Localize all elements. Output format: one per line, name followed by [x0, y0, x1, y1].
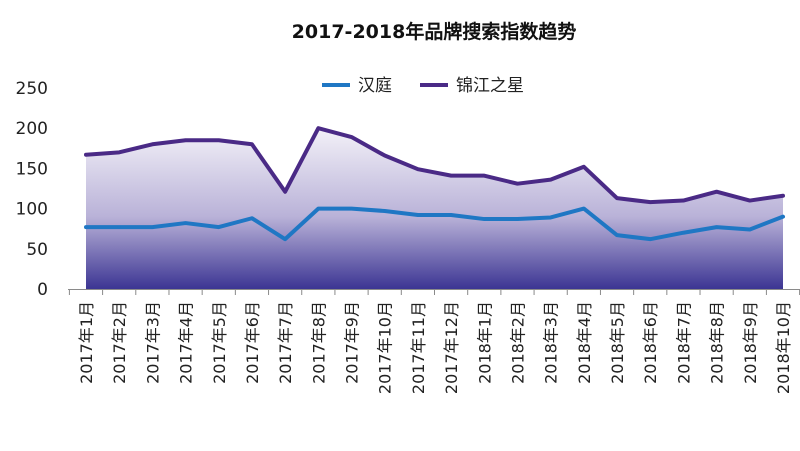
data-point-hanting — [316, 207, 320, 211]
data-point-hanting — [250, 216, 254, 220]
data-point-jinjiang — [416, 167, 420, 171]
area-fill — [86, 128, 783, 289]
plot-area — [84, 126, 785, 289]
data-point-jinjiang — [681, 199, 685, 203]
x-tick-label: 2017年9月 — [343, 301, 362, 384]
data-point-jinjiang — [715, 190, 719, 194]
data-point-jinjiang — [383, 154, 387, 158]
data-point-hanting — [615, 233, 619, 237]
x-tick-label: 2017年7月 — [276, 301, 295, 384]
data-point-hanting — [383, 209, 387, 213]
data-point-hanting — [681, 231, 685, 235]
legend-label-jinjiang: 锦江之星 — [456, 76, 524, 96]
data-point-hanting — [515, 217, 519, 221]
data-point-hanting — [781, 215, 785, 219]
y-tick-label: 100 — [16, 200, 48, 220]
data-point-hanting — [350, 207, 354, 211]
x-tick-label: 2017年6月 — [243, 301, 262, 384]
x-tick-label: 2018年3月 — [542, 301, 561, 384]
x-tick-label: 2017年4月 — [177, 301, 196, 384]
data-point-jinjiang — [515, 182, 519, 186]
series-line-hanting — [84, 206, 785, 242]
data-point-jinjiang — [449, 174, 453, 178]
x-tick-label: 2018年4月 — [575, 301, 594, 384]
data-point-hanting — [84, 225, 88, 229]
x-tick-label: 2018年6月 — [641, 301, 660, 384]
x-axis: 2017年1月 2017年2月 2017年3月 2017年4月 2017年5月 2017年… — [68, 289, 800, 394]
x-tick-label: 2018年5月 — [608, 301, 627, 384]
data-point-hanting — [582, 207, 586, 211]
y-tick-label: 200 — [16, 119, 48, 139]
y-tick-label: 50 — [26, 240, 48, 260]
chart-title: 2017-2018年品牌搜索指数趋势 — [292, 20, 577, 43]
data-point-hanting — [217, 225, 221, 229]
x-tick-label: 2018年7月 — [674, 301, 693, 384]
y-tick-label: 250 — [16, 79, 48, 99]
x-tick-label: 2017年8月 — [309, 301, 328, 384]
data-point-hanting — [715, 225, 719, 229]
data-point-jinjiang — [283, 190, 287, 194]
y-tick-label: 0 — [37, 280, 48, 300]
data-point-jinjiang — [184, 138, 188, 142]
y-axis: 0 50 100 150 200 250 — [16, 79, 48, 300]
data-point-hanting — [117, 225, 121, 229]
x-tick-label: 2017年5月 — [210, 301, 229, 384]
data-point-jinjiang — [316, 126, 320, 130]
data-point-jinjiang — [582, 165, 586, 169]
data-point-jinjiang — [150, 142, 154, 146]
data-point-jinjiang — [84, 153, 88, 157]
x-tick-label: 2017年1月 — [77, 301, 96, 384]
data-point-jinjiang — [648, 200, 652, 204]
data-point-jinjiang — [217, 138, 221, 142]
data-point-jinjiang — [482, 174, 486, 178]
data-point-hanting — [184, 221, 188, 225]
data-point-hanting — [416, 213, 420, 217]
data-point-jinjiang — [748, 199, 752, 203]
legend: 汉庭 锦江之星 — [322, 76, 524, 96]
data-point-hanting — [283, 237, 287, 241]
data-point-jinjiang — [781, 194, 785, 198]
x-tick-label: 2017年3月 — [143, 301, 162, 384]
x-tick-label: 2017年11月 — [409, 301, 428, 394]
data-point-jinjiang — [250, 142, 254, 146]
x-tick-label: 2017年12月 — [442, 301, 461, 394]
series-line-jinjiang — [84, 126, 785, 205]
x-tick-label: 2017年10月 — [376, 301, 395, 394]
data-point-hanting — [549, 215, 553, 219]
x-tick-label: 2018年8月 — [708, 301, 727, 384]
data-point-jinjiang — [615, 196, 619, 200]
data-point-hanting — [449, 213, 453, 217]
data-point-hanting — [748, 228, 752, 232]
x-tick-label: 2018年9月 — [741, 301, 760, 384]
data-point-hanting — [482, 217, 486, 221]
legend-label-hanting: 汉庭 — [358, 76, 392, 96]
data-point-jinjiang — [350, 135, 354, 139]
data-point-jinjiang — [117, 150, 121, 154]
x-tick-label: 2017年2月 — [110, 301, 129, 384]
y-tick-label: 150 — [16, 159, 48, 179]
x-tick-label: 2018年10月 — [774, 301, 793, 394]
data-point-hanting — [648, 237, 652, 241]
data-point-jinjiang — [549, 178, 553, 182]
x-tick-label: 2018年2月 — [508, 301, 527, 384]
data-point-hanting — [150, 225, 154, 229]
x-tick-label: 2018年1月 — [475, 301, 494, 384]
